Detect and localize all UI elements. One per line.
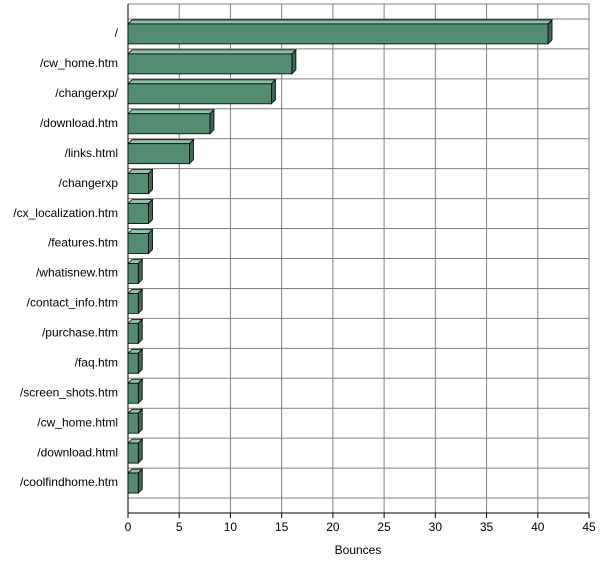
bar-side xyxy=(189,138,194,165)
x-tick-label: 35 xyxy=(480,520,494,534)
bar-side xyxy=(137,408,143,435)
y-tick-label: /changerxp xyxy=(59,176,119,190)
bar xyxy=(127,23,549,45)
bar xyxy=(127,352,139,374)
bar xyxy=(127,53,293,75)
bar-side xyxy=(137,318,143,345)
x-tick-label: 5 xyxy=(176,520,183,534)
bar-side xyxy=(291,48,297,75)
bar-side xyxy=(137,258,143,285)
y-tick-label: /download.htm xyxy=(40,116,118,130)
bar xyxy=(127,113,211,135)
bar xyxy=(127,173,149,195)
bar xyxy=(127,442,139,464)
x-tick-label: 20 xyxy=(326,520,340,534)
y-tick-label: /screen_shots.htm xyxy=(20,385,118,399)
bar xyxy=(127,293,139,314)
bar xyxy=(127,203,149,224)
bar xyxy=(127,83,272,105)
x-tick-label: 45 xyxy=(582,520,596,534)
bar xyxy=(127,143,190,165)
bar-top xyxy=(127,79,277,85)
x-tick-label: 40 xyxy=(531,520,545,534)
x-axis-label: Bounces xyxy=(335,543,382,557)
bar-top xyxy=(127,139,195,145)
bar-side xyxy=(137,288,143,315)
bar xyxy=(127,233,149,254)
x-tick-label: 25 xyxy=(377,520,391,534)
y-tick-label: /changerxp/ xyxy=(55,86,118,100)
x-tick-label: 30 xyxy=(429,520,443,534)
y-tick-label: /purchase.htm xyxy=(42,326,118,340)
bar-side xyxy=(137,438,143,465)
x-tick-label: 10 xyxy=(224,520,238,534)
y-tick-label: /whatisnew.htm xyxy=(36,266,118,280)
x-tick-label: 15 xyxy=(275,520,289,534)
y-tick-label: /download.html xyxy=(37,445,118,459)
bar-top xyxy=(127,49,297,55)
y-tick-label: /faq.htm xyxy=(75,355,118,369)
y-tick-label: /links.html xyxy=(65,146,118,160)
y-tick-label: /features.htm xyxy=(48,236,118,250)
bar xyxy=(127,382,139,404)
bar-side xyxy=(137,468,143,495)
bar xyxy=(127,263,139,284)
bar xyxy=(127,472,139,494)
bar-side xyxy=(148,198,153,225)
y-tick-label: /cw_home.htm xyxy=(40,56,118,70)
bar-side xyxy=(137,348,143,375)
y-tick-label: /contact_info.htm xyxy=(27,296,118,310)
bar-side xyxy=(271,78,276,105)
y-tick-label: /coolfindhome.htm xyxy=(20,475,118,489)
x-tick-label: 0 xyxy=(125,520,132,534)
bar-side xyxy=(148,168,153,195)
bar xyxy=(127,322,139,344)
bar-top xyxy=(127,19,553,25)
bar-side xyxy=(209,108,215,135)
y-tick-label: / xyxy=(115,26,119,40)
y-tick-label: /cw_home.html xyxy=(37,415,118,429)
bar-top xyxy=(127,109,215,115)
bar-side xyxy=(547,18,553,45)
bar-side xyxy=(148,228,153,255)
bar-side xyxy=(137,378,143,405)
y-tick-label: /cx_localization.htm xyxy=(13,206,118,220)
bar xyxy=(127,412,139,434)
